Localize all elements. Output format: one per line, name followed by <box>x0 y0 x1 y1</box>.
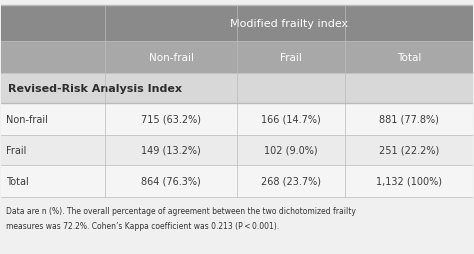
Text: 251 (22.2%): 251 (22.2%) <box>379 145 439 155</box>
Text: 715 (63.2%): 715 (63.2%) <box>141 114 201 124</box>
Bar <box>346 165 473 197</box>
Bar <box>1 74 473 103</box>
Text: 102 (9.0%): 102 (9.0%) <box>264 145 318 155</box>
Bar <box>346 41 473 74</box>
Text: Non-frail: Non-frail <box>6 114 48 124</box>
Text: Frail: Frail <box>6 145 27 155</box>
Text: Data are n (%). The overall percentage of agreement between the two dichotomized: Data are n (%). The overall percentage o… <box>6 206 356 215</box>
Bar <box>1 135 105 165</box>
Text: Total: Total <box>6 176 29 186</box>
Bar <box>237 135 346 165</box>
Text: 1,132 (100%): 1,132 (100%) <box>376 176 442 186</box>
Text: Frail: Frail <box>280 53 302 62</box>
Text: Non-frail: Non-frail <box>148 53 193 62</box>
Bar <box>105 103 237 135</box>
Text: Revised-Risk Analysis Index: Revised-Risk Analysis Index <box>9 84 182 93</box>
Text: 864 (76.3%): 864 (76.3%) <box>141 176 201 186</box>
Bar <box>105 6 473 41</box>
Bar <box>1 165 105 197</box>
Bar <box>237 41 346 74</box>
Text: Modified frailty index: Modified frailty index <box>230 19 348 29</box>
Bar <box>1 6 105 41</box>
Text: measures was 72.2%. Cohen’s Kappa coefficient was 0.213 (P < 0.001).: measures was 72.2%. Cohen’s Kappa coeffi… <box>6 221 279 230</box>
Text: 881 (77.8%): 881 (77.8%) <box>379 114 439 124</box>
Bar <box>105 165 237 197</box>
Bar <box>105 135 237 165</box>
Text: 149 (13.2%): 149 (13.2%) <box>141 145 201 155</box>
Text: 166 (14.7%): 166 (14.7%) <box>261 114 321 124</box>
Bar <box>346 135 473 165</box>
Bar <box>1 103 105 135</box>
Bar <box>237 103 346 135</box>
Text: Total: Total <box>397 53 421 62</box>
Bar <box>1 41 105 74</box>
Bar <box>237 165 346 197</box>
Bar <box>105 41 237 74</box>
Text: 268 (23.7%): 268 (23.7%) <box>261 176 321 186</box>
Bar <box>346 103 473 135</box>
